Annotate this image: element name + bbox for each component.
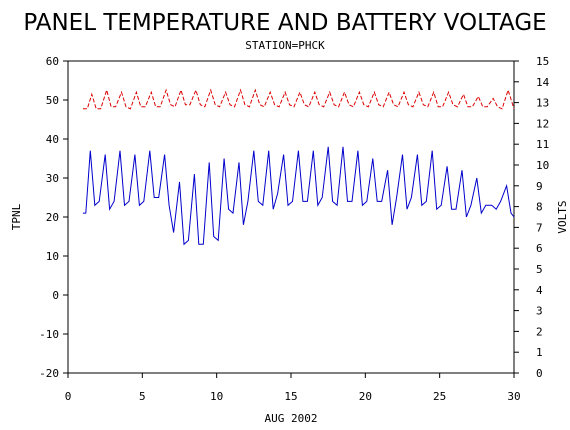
right-tick-label: 10: [536, 159, 549, 172]
right-tick-label: 11: [536, 138, 549, 151]
left-tick-label: 0: [52, 289, 59, 302]
right-tick-label: 6: [536, 242, 543, 255]
chart-title: PANEL TEMPERATURE AND BATTERY VOLTAGE: [23, 10, 546, 36]
right-tick-label: 9: [536, 180, 543, 193]
left-tick-label: 30: [46, 172, 59, 185]
right-tick-label: 12: [536, 117, 549, 130]
right-tick-label: 2: [536, 325, 543, 338]
x-axis-ticks: 0 5 10 15 20 25 30: [65, 373, 521, 403]
right-tick-label: 8: [536, 201, 543, 214]
left-tick-label: 50: [46, 94, 59, 107]
left-tick-label: 20: [46, 211, 59, 224]
series-layer: [82, 88, 515, 246]
right-tick-label: 4: [536, 284, 543, 297]
left-tick-label: 10: [46, 250, 59, 263]
right-tick-label: 14: [536, 76, 550, 89]
right-tick-label: 7: [536, 221, 543, 234]
x-tick-label: 25: [433, 390, 446, 403]
plot-frame: [67, 60, 515, 374]
left-axis-label: TPNL: [10, 203, 23, 230]
left-tick-label: -10: [39, 328, 59, 341]
left-tick-label: 40: [46, 133, 59, 146]
right-tick-label: 15: [536, 55, 549, 68]
right-tick-label: 13: [536, 97, 549, 110]
x-tick-label: 10: [210, 390, 223, 403]
right-tick-label: 3: [536, 305, 543, 318]
right-tick-label: 0: [536, 367, 543, 380]
x-axis-label: AUG 2002: [265, 412, 318, 425]
x-tick-label: 20: [359, 390, 372, 403]
battery-voltage-line: [82, 88, 515, 110]
panel-temperature-line: [82, 146, 515, 246]
x-tick-label: 15: [284, 390, 297, 403]
x-tick-label: 0: [65, 390, 72, 403]
left-tick-label: 60: [46, 55, 59, 68]
right-axis-label: VOLTS: [556, 200, 569, 233]
right-tick-label: 1: [536, 346, 543, 359]
chart-subtitle: STATION=PHCK: [245, 39, 325, 52]
left-axis-ticks: -20 -10 0 10 20 30 40 50 60: [39, 55, 68, 380]
x-tick-label: 30: [507, 390, 520, 403]
left-tick-label: -20: [39, 367, 59, 380]
right-tick-label: 5: [536, 263, 543, 276]
x-tick-label: 5: [139, 390, 146, 403]
